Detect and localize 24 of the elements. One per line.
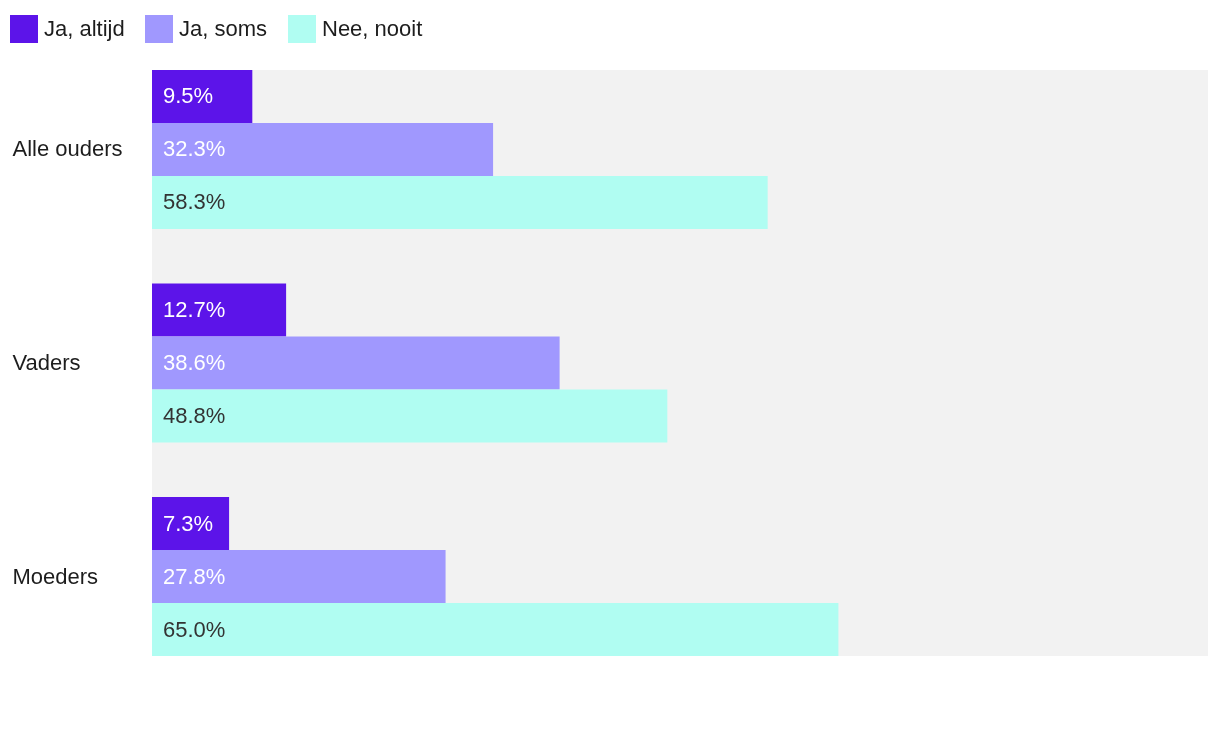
y-tick-label: Vaders	[12, 350, 81, 375]
data-label: 27.8%	[163, 563, 226, 589]
y-tick-label: Alle ouders	[12, 136, 123, 162]
data-label: 58.3%	[163, 189, 226, 215]
data-label: 38.6%	[163, 350, 226, 375]
legend-label: Ja, soms	[179, 16, 268, 41]
bar	[152, 389, 668, 443]
legend-label: Ja, altijd	[44, 16, 125, 41]
data-label: 65.0%	[163, 616, 226, 642]
data-label: 48.8%	[163, 402, 226, 428]
bar	[152, 336, 560, 390]
bar	[152, 175, 768, 229]
bar	[152, 70, 253, 123]
data-label: 9.5%	[163, 83, 214, 109]
data-label: 12.7%	[163, 297, 226, 323]
bar	[152, 603, 839, 656]
data-label: 7.3%	[163, 510, 214, 536]
bar	[152, 497, 230, 551]
y-tick-label: Moeders	[12, 563, 99, 589]
bar	[152, 283, 287, 337]
legend-label: Nee, nooit	[322, 16, 423, 41]
bar	[152, 122, 494, 176]
bar	[152, 550, 446, 604]
data-label: 32.3%	[163, 136, 226, 162]
